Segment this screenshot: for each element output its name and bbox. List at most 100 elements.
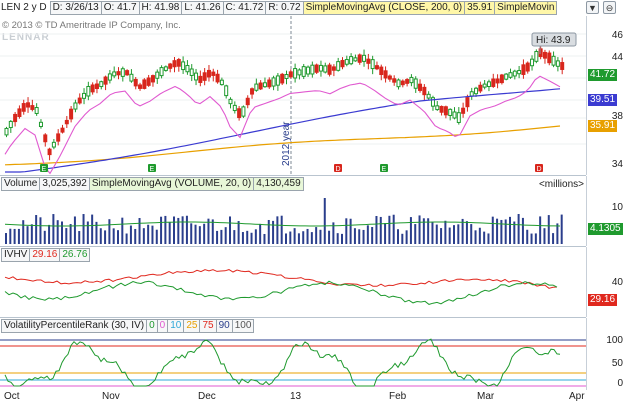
candle-body [133, 78, 138, 87]
symbol-label[interactable]: LEN 2 y D [1, 1, 47, 13]
volume-bar [198, 226, 201, 244]
volume-bar [534, 233, 537, 244]
event-marker-label: E [382, 166, 387, 173]
candle-body [82, 92, 87, 99]
iv-value: 29.16 [29, 247, 60, 262]
event-marker-icon [334, 164, 342, 172]
volume-bar [366, 225, 369, 244]
volume-bar [521, 217, 524, 244]
hv-line [4, 280, 558, 305]
candle-body [262, 82, 267, 88]
candle-body [228, 98, 233, 105]
volume-bar [444, 220, 447, 244]
price-panel-settings-icon[interactable]: ▼ [586, 1, 599, 14]
open-value: O: 41.7 [100, 0, 139, 15]
volume-bar [13, 228, 16, 244]
volume-bar [194, 224, 197, 244]
candle-body [418, 83, 423, 91]
candle-body [383, 70, 388, 79]
sma200-label[interactable]: SimpleMovingAvg (CLOSE, 200, 0) [302, 0, 465, 15]
candle-body [202, 72, 207, 81]
candle-body [482, 83, 487, 88]
price-panel-close-icon[interactable]: ⊖ [603, 1, 616, 14]
candle-body [13, 113, 18, 123]
vpr-level: 25 [183, 318, 200, 333]
candle-body [426, 93, 431, 99]
volume-bar [552, 233, 555, 244]
volume-bar [121, 217, 124, 244]
volume-bar [474, 230, 477, 244]
volume-bar [427, 218, 430, 244]
volume-bar [73, 216, 76, 244]
candle-body [206, 69, 211, 78]
ivhv-panel[interactable]: IVHV 29.16 26.76 [0, 247, 586, 318]
candle-body [430, 97, 435, 107]
candle-body [288, 71, 293, 78]
volume-bar [556, 223, 559, 244]
volume-bar [440, 228, 443, 244]
sma-truncated-label[interactable]: SimpleMovin [494, 0, 558, 15]
candle-body [422, 86, 427, 96]
event-marker-icon [40, 164, 48, 172]
volume-bar [117, 230, 119, 244]
volume-sma-label[interactable]: SimpleMovingAvg (VOLUME, 20, 0) [88, 176, 254, 191]
vpr-panel[interactable]: VolatilityPercentileRank (30, IV) 0 0 10… [0, 318, 586, 391]
price-panel[interactable]: LEN 2 y D D: 3/26/13 O: 41.7 H: 41.98 L:… [0, 0, 586, 176]
candle-body [258, 82, 263, 90]
volume-bar [332, 222, 335, 244]
volume-bar [112, 228, 115, 244]
volume-bar [233, 230, 236, 244]
candle-body [219, 79, 224, 86]
volume-bar [108, 219, 111, 244]
candle-body [181, 61, 186, 71]
candle-body [194, 72, 199, 81]
candle-body [146, 77, 151, 86]
event-marker-label: E [150, 166, 155, 173]
volume-bar [95, 221, 98, 244]
volume-bar [125, 233, 128, 244]
volume-bar [26, 226, 29, 244]
vpr-level: 75 [199, 318, 216, 333]
candle-body [254, 83, 259, 91]
volume-bar [547, 215, 550, 244]
candle-body [297, 69, 302, 76]
candle-body [306, 66, 311, 75]
volume-bar [69, 224, 72, 244]
event-marker-label: D [537, 166, 542, 173]
volume-bar [513, 221, 516, 244]
volume-bar [435, 224, 438, 244]
volume-bar [237, 221, 240, 244]
volume-value: 3,025,392 [39, 176, 89, 191]
candle-body [353, 57, 358, 62]
volume-bar [392, 214, 395, 244]
candle-body [409, 76, 414, 84]
high-value: H: 41.98 [138, 0, 182, 15]
candle-body [379, 66, 384, 76]
candle-body [340, 59, 345, 68]
candle-body [64, 119, 69, 125]
candle-body [38, 121, 43, 128]
volume-bar [91, 214, 94, 244]
vpr-header: VolatilityPercentileRank (30, IV) 0 0 10… [1, 318, 255, 333]
candle-body [189, 68, 194, 76]
volume-bar [5, 233, 7, 244]
x-label-jan: 13 [290, 391, 302, 402]
candle-body [129, 73, 134, 82]
volume-bar [336, 233, 339, 244]
candle-body [125, 70, 130, 76]
sma200-value: 35.91 [464, 0, 495, 15]
candle-body [112, 71, 117, 77]
candle-body [512, 70, 517, 77]
iv-line [4, 269, 558, 289]
volume-bar [483, 231, 486, 244]
candle-body [280, 73, 285, 84]
candle-body [8, 120, 13, 129]
volume-bar [289, 231, 292, 244]
volume-panel[interactable]: Volume 3,025,392 SimpleMovingAvg (VOLUME… [0, 176, 586, 247]
candle-body [51, 141, 56, 148]
volume-bar [9, 228, 12, 244]
candle-body [17, 108, 22, 118]
candle-body [525, 62, 530, 72]
candle-body [560, 62, 565, 70]
price-tick: 44 [611, 52, 623, 63]
